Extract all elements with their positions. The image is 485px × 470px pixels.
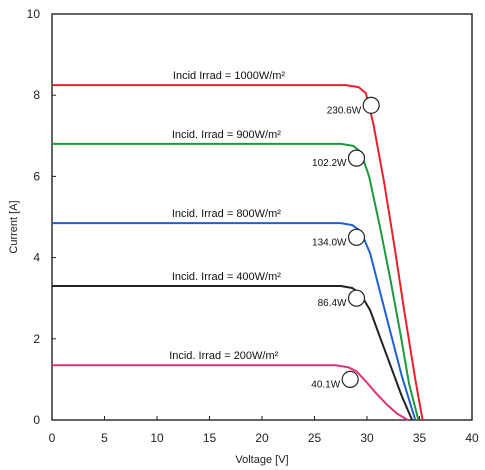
series-label: Incid. Irrad = 800W/m² <box>172 208 281 220</box>
series-3: Incid. Irrad = 400W/m² 86.4W <box>52 271 414 421</box>
series-label: Incid. Irrad = 200W/m² <box>169 350 278 362</box>
series-4: Incid. Irrad = 200W/m² 40.1W <box>52 350 409 421</box>
ticks-layer: 0 5 10 15 20 25 30 35 40 0 2 4 6 8 10 <box>27 7 479 445</box>
x-tick-label: 10 <box>150 431 164 445</box>
mpp-label: 40.1W <box>311 379 340 390</box>
mpp-label: 134.0W <box>312 237 347 248</box>
series-line <box>52 142 420 421</box>
mpp-marker <box>347 149 366 167</box>
x-tick-label: 30 <box>360 431 374 445</box>
mpp-marker <box>347 228 366 246</box>
y-tick-label: 8 <box>33 88 40 102</box>
series-1: Incid. Irrad = 900W/m² 102.2W <box>52 129 420 421</box>
y-tick-label: 0 <box>33 413 40 427</box>
y-axis-title: Current [A] <box>8 200 20 253</box>
series-label: Incid. Irrad = 400W/m² <box>172 271 281 283</box>
series-0: Incid Irrad = 1000W/m² 230.6W <box>52 70 424 421</box>
y-tick-label: 10 <box>27 7 41 21</box>
x-tick-label: 20 <box>255 431 269 445</box>
x-tick-label: 5 <box>101 431 108 445</box>
series-line <box>52 364 409 421</box>
x-tick-label: 15 <box>203 431 217 445</box>
mpp-label: 230.6W <box>327 105 362 116</box>
series-line <box>52 285 414 421</box>
mpp-label: 86.4W <box>318 298 347 309</box>
mpp-label: 102.2W <box>312 158 347 169</box>
x-tick-label: 40 <box>465 431 479 445</box>
y-tick-label: 4 <box>33 251 40 265</box>
series-line <box>52 84 424 421</box>
x-axis-title: Voltage [V] <box>235 454 288 466</box>
y-tick-label: 2 <box>33 332 40 346</box>
series-layer: Incid Irrad = 1000W/m² 230.6W Incid. Irrad… <box>52 70 424 421</box>
x-tick-label: 0 <box>49 431 56 445</box>
series-2: Incid. Irrad = 800W/m² 134.0W <box>52 208 417 421</box>
x-tick-label: 35 <box>413 431 427 445</box>
mpp-marker <box>341 370 359 388</box>
series-line <box>52 222 417 421</box>
x-tick-label: 25 <box>308 431 322 445</box>
mpp-marker <box>347 289 366 307</box>
series-label: Incid Irrad = 1000W/m² <box>173 70 286 82</box>
mpp-marker <box>362 96 380 114</box>
series-label: Incid. Irrad = 900W/m² <box>172 129 281 141</box>
y-tick-label: 6 <box>33 169 40 183</box>
